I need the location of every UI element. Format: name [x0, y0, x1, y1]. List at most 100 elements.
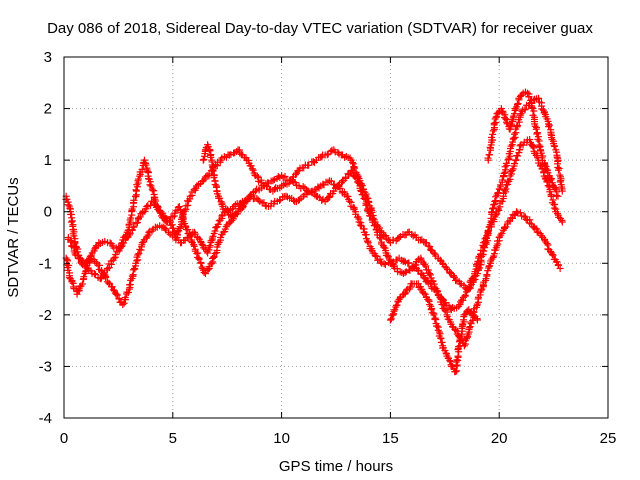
data-point: [80, 273, 88, 281]
data-point: [134, 251, 142, 259]
data-point: [530, 107, 538, 115]
data-point: [133, 181, 141, 189]
y-tick-label: -1: [39, 255, 52, 272]
data-point: [377, 235, 385, 243]
data-point: [190, 241, 198, 249]
data-point: [214, 220, 222, 228]
data-point: [324, 178, 332, 186]
data-point: [541, 161, 549, 169]
data-point: [357, 187, 365, 195]
data-point: [420, 260, 428, 268]
y-tick-label: -4: [39, 410, 52, 427]
data-point: [91, 258, 99, 266]
data-point: [120, 299, 128, 307]
data-point: [323, 151, 331, 159]
data-point: [549, 251, 557, 259]
data-point: [148, 185, 156, 193]
data-point: [433, 287, 441, 295]
data-point: [169, 213, 177, 221]
data-point: [371, 252, 379, 260]
y-tick-label: 3: [44, 49, 52, 66]
y-axis-label: SDTVAR / TECUs: [5, 177, 22, 297]
data-point: [345, 197, 353, 205]
data-point: [348, 167, 356, 175]
data-point: [210, 252, 218, 260]
data-point: [355, 218, 363, 226]
data-point: [395, 234, 403, 241]
data-point: [509, 138, 517, 146]
data-point: [510, 130, 518, 138]
data-point: [68, 278, 76, 286]
data-point: [454, 352, 462, 360]
x-tick-label: 5: [169, 430, 177, 447]
data-point: [276, 196, 284, 204]
data-point: [554, 166, 562, 174]
data-point: [384, 251, 392, 259]
data-point: [121, 294, 129, 302]
data-points: [62, 88, 566, 376]
y-axis: -4 -3 -2 -1 0 1 2 3: [39, 49, 608, 427]
y-tick-label: 1: [44, 152, 52, 169]
data-point: [461, 291, 469, 299]
data-point: [126, 231, 134, 239]
data-point: [523, 89, 531, 97]
data-point: [216, 194, 224, 202]
data-point: [502, 115, 510, 123]
data-point: [211, 227, 219, 235]
data-point: [455, 302, 463, 310]
data-point: [105, 279, 113, 287]
data-point: [490, 119, 498, 127]
data-point: [494, 189, 502, 197]
data-point: [521, 105, 529, 113]
data-point: [124, 288, 132, 296]
data-point: [420, 289, 428, 297]
data-point: [414, 267, 422, 275]
data-point: [511, 133, 519, 141]
data-point: [344, 192, 352, 200]
data-point: [206, 242, 214, 250]
data-point: [146, 181, 154, 189]
data-point: [532, 125, 540, 133]
data-point: [498, 229, 506, 237]
data-point: [489, 253, 497, 261]
data-point: [426, 301, 434, 309]
data-point: [64, 201, 72, 209]
x-tick-label: 10: [273, 430, 290, 447]
data-point: [556, 264, 564, 272]
data-point: [393, 301, 401, 309]
data-point: [372, 252, 380, 260]
x-tick-label: 15: [382, 430, 399, 447]
data-point: [386, 316, 394, 324]
data-point: [491, 197, 499, 205]
data-point: [514, 100, 522, 108]
data-point: [194, 253, 202, 261]
data-point: [130, 223, 138, 231]
data-point: [554, 210, 562, 218]
data-point: [200, 155, 208, 163]
data-point: [78, 280, 86, 288]
data-point: [446, 357, 454, 365]
data-point: [500, 169, 508, 177]
data-point: [415, 266, 423, 274]
y-tick-label: -2: [39, 307, 52, 324]
data-point: [555, 164, 563, 172]
data-point: [402, 286, 410, 294]
data-point: [442, 264, 450, 272]
data-point: [309, 158, 317, 166]
data-point: [210, 174, 218, 182]
data-point: [502, 159, 510, 167]
data-point: [431, 283, 439, 291]
data-point: [513, 208, 521, 216]
data-point: [384, 253, 392, 261]
data-point: [132, 219, 140, 227]
data-point: [195, 255, 203, 263]
data-point: [488, 133, 496, 141]
data-point: [426, 270, 434, 278]
data-point: [327, 147, 335, 155]
data-point: [108, 283, 116, 291]
data-point: [543, 178, 551, 186]
data-point: [470, 313, 478, 321]
data-point: [364, 239, 372, 247]
data-point: [514, 152, 522, 160]
data-point: [292, 171, 300, 179]
